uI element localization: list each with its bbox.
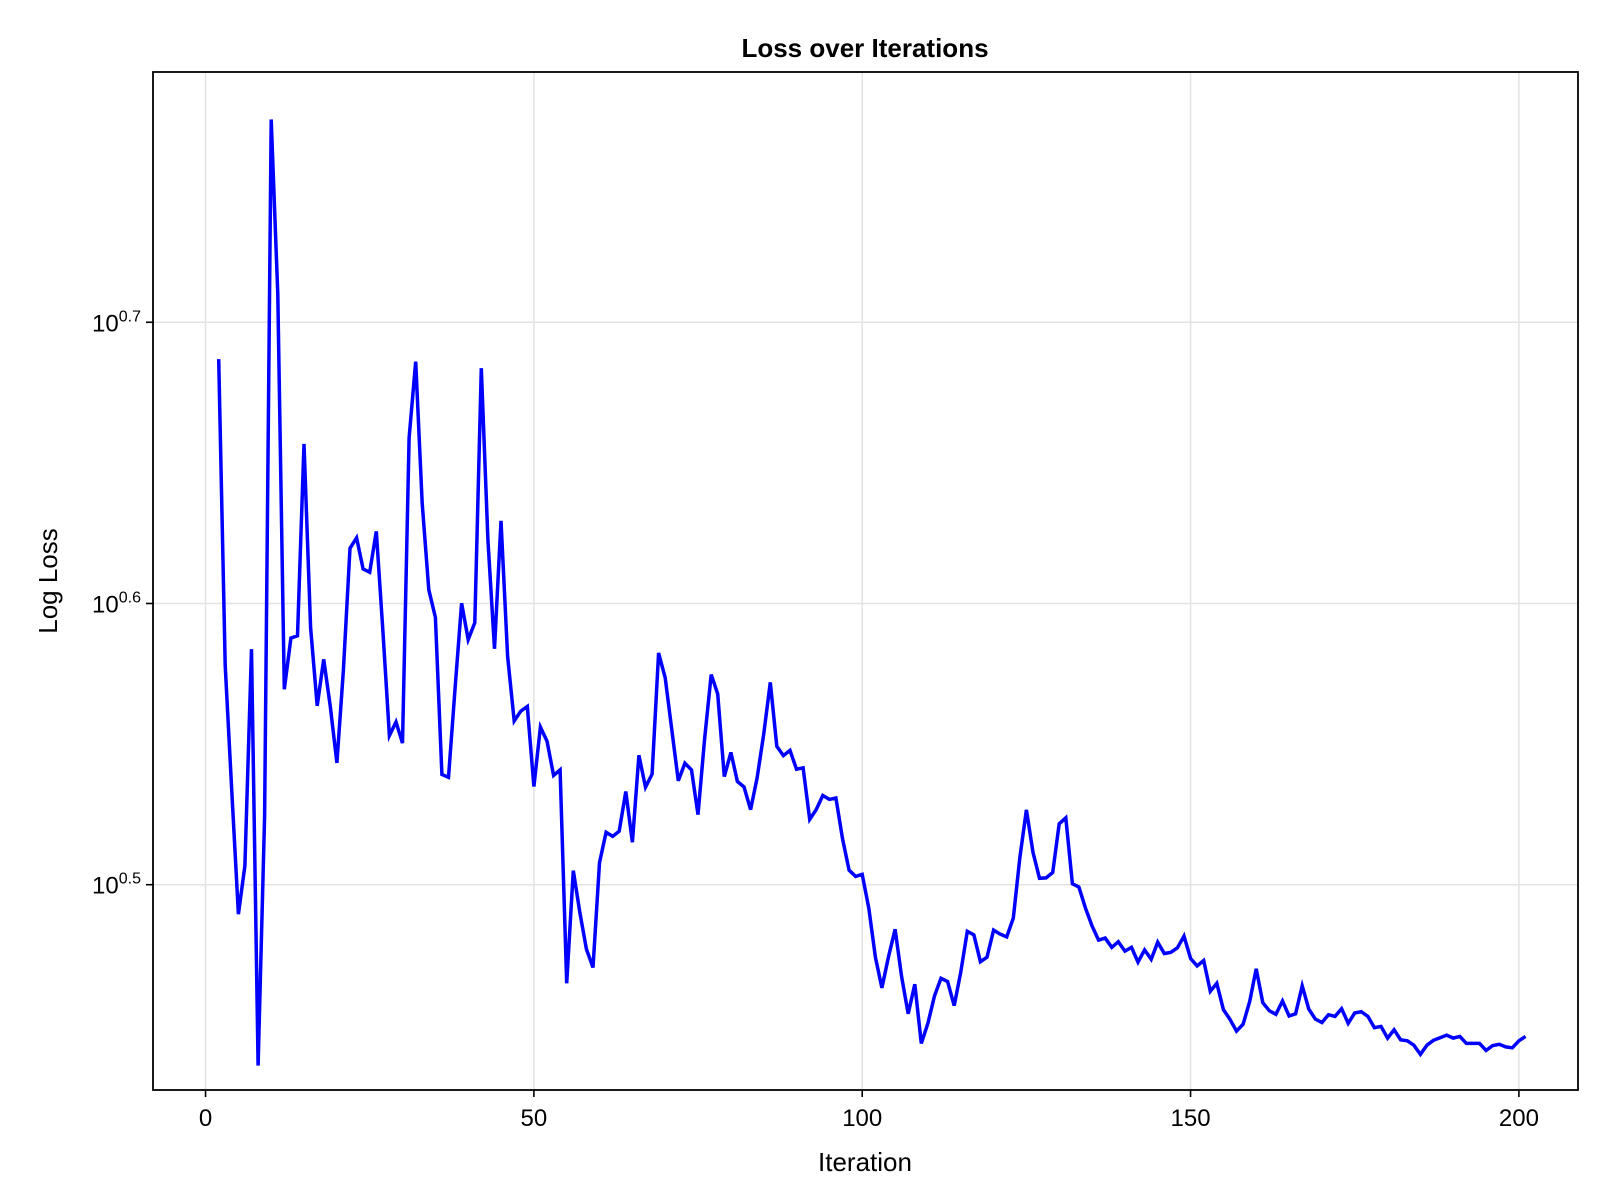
y-tick-label: 100.6: [92, 589, 141, 618]
series-line: [216, 119, 1527, 1066]
x-tick-label: 150: [1171, 1105, 1211, 1132]
x-tick-label: 0: [199, 1105, 212, 1132]
x-tick-label: 200: [1499, 1105, 1539, 1132]
x-tick-label: 50: [521, 1105, 548, 1132]
x-axis-ticks: 0 50 100 150 200: [199, 1090, 1539, 1132]
y-axis-label: Log Loss: [33, 528, 63, 634]
y-tick-label: 100.7: [92, 308, 141, 337]
x-axis-label: Iteration: [818, 1147, 912, 1177]
grid-lines: [153, 72, 1578, 1090]
y-axis-ticks: 100.5 100.6 100.7: [92, 308, 153, 900]
plot-frame: [152, 71, 1579, 1091]
x-tick-label: 100: [842, 1105, 882, 1132]
y-tick-label: 100.5: [92, 871, 141, 900]
chart-title: Loss over Iterations: [741, 33, 988, 63]
